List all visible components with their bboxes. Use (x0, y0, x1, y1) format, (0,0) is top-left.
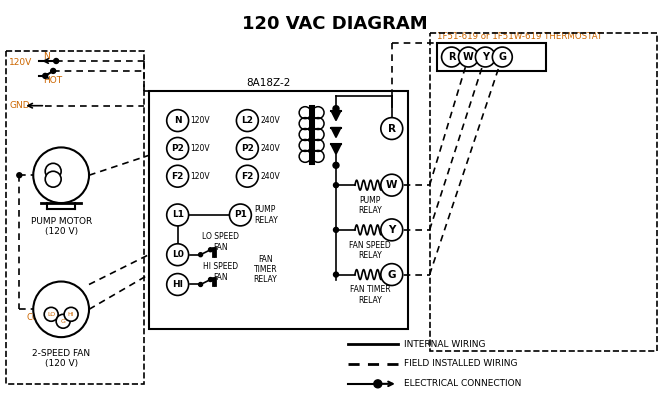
Circle shape (167, 204, 189, 226)
Circle shape (45, 163, 61, 179)
Text: 2-SPEED FAN: 2-SPEED FAN (32, 349, 90, 358)
Circle shape (51, 68, 56, 73)
Text: 240V: 240V (261, 172, 280, 181)
Polygon shape (331, 127, 341, 137)
Text: HOT: HOT (43, 76, 62, 85)
Text: COM: COM (26, 313, 46, 322)
Text: W: W (386, 180, 397, 190)
Text: 120V: 120V (190, 144, 210, 153)
Circle shape (167, 244, 189, 266)
Text: LO: LO (47, 312, 56, 317)
Text: R: R (388, 124, 396, 134)
Circle shape (34, 282, 89, 337)
Circle shape (381, 118, 403, 140)
Circle shape (17, 173, 22, 178)
Circle shape (381, 264, 403, 285)
Text: 8A18Z-2: 8A18Z-2 (246, 78, 291, 88)
Circle shape (208, 277, 212, 282)
Text: 240V: 240V (261, 116, 280, 125)
Text: F2: F2 (172, 172, 184, 181)
Circle shape (333, 162, 339, 168)
Text: FIELD INSTALLED WIRING: FIELD INSTALLED WIRING (404, 360, 517, 368)
Text: (120 V): (120 V) (45, 227, 78, 236)
Text: 120V: 120V (190, 116, 210, 125)
Circle shape (198, 253, 202, 257)
Text: FAN SPEED
RELAY: FAN SPEED RELAY (349, 241, 391, 260)
Circle shape (56, 314, 70, 328)
Text: HI: HI (68, 312, 74, 317)
Polygon shape (331, 145, 341, 154)
Circle shape (237, 137, 259, 159)
Text: HI: HI (172, 280, 183, 289)
Text: HI SPEED
FAN: HI SPEED FAN (203, 262, 238, 282)
Bar (7, 51, 144, 384)
Text: P2: P2 (172, 144, 184, 153)
Text: L1: L1 (172, 210, 184, 220)
Circle shape (381, 219, 403, 241)
Text: INTERNAL WIRING: INTERNAL WIRING (404, 340, 485, 349)
Text: N: N (43, 52, 50, 60)
Text: W: W (463, 52, 474, 62)
Text: L2: L2 (241, 116, 253, 125)
Circle shape (374, 380, 382, 388)
Circle shape (167, 110, 189, 132)
Circle shape (458, 47, 478, 67)
Text: Y: Y (388, 225, 395, 235)
Text: 240V: 240V (261, 144, 280, 153)
Circle shape (45, 171, 61, 187)
Circle shape (492, 47, 513, 67)
Text: PUMP MOTOR: PUMP MOTOR (31, 217, 92, 226)
Circle shape (237, 110, 259, 132)
Text: L0: L0 (172, 250, 184, 259)
Text: 120V: 120V (9, 59, 33, 67)
Circle shape (64, 308, 78, 321)
Bar (429, 33, 657, 351)
Circle shape (476, 47, 495, 67)
Text: G: G (498, 52, 507, 62)
Text: N: N (174, 116, 182, 125)
Text: GND: GND (9, 101, 30, 110)
Circle shape (167, 137, 189, 159)
Text: 120 VAC DIAGRAM: 120 VAC DIAGRAM (242, 16, 428, 33)
Text: F2: F2 (241, 172, 253, 181)
Text: 1F51-619 or 1F51W-619 THERMOSTAT: 1F51-619 or 1F51W-619 THERMOSTAT (437, 32, 602, 41)
Text: P2: P2 (241, 144, 254, 153)
Text: Y: Y (482, 52, 489, 62)
Circle shape (381, 174, 403, 196)
Circle shape (54, 59, 59, 63)
Circle shape (442, 47, 462, 67)
Text: ELECTRICAL CONNECTION: ELECTRICAL CONNECTION (404, 379, 521, 388)
Text: G: G (387, 269, 396, 279)
Text: PUMP
RELAY: PUMP RELAY (358, 196, 382, 215)
Circle shape (334, 272, 338, 277)
Circle shape (333, 106, 339, 111)
Text: 120V: 120V (190, 172, 210, 181)
Circle shape (167, 165, 189, 187)
Text: PUMP
RELAY: PUMP RELAY (255, 205, 278, 225)
Circle shape (229, 204, 251, 226)
Text: P1: P1 (234, 210, 247, 220)
Text: (120 V): (120 V) (45, 359, 78, 368)
Circle shape (208, 248, 212, 252)
Circle shape (44, 308, 58, 321)
Circle shape (237, 165, 259, 187)
Bar (437, 43, 546, 71)
Circle shape (198, 282, 202, 287)
Polygon shape (331, 111, 341, 121)
Text: FAN
TIMER
RELAY: FAN TIMER RELAY (253, 255, 277, 285)
Circle shape (334, 183, 338, 188)
Circle shape (167, 274, 189, 295)
Text: LO SPEED
FAN: LO SPEED FAN (202, 232, 239, 252)
Circle shape (334, 228, 338, 233)
Bar (149, 91, 408, 329)
Text: R: R (448, 52, 455, 62)
Text: G: G (61, 319, 66, 324)
Circle shape (34, 147, 89, 203)
Circle shape (43, 73, 48, 78)
Text: FAN TIMER
RELAY: FAN TIMER RELAY (350, 285, 390, 305)
